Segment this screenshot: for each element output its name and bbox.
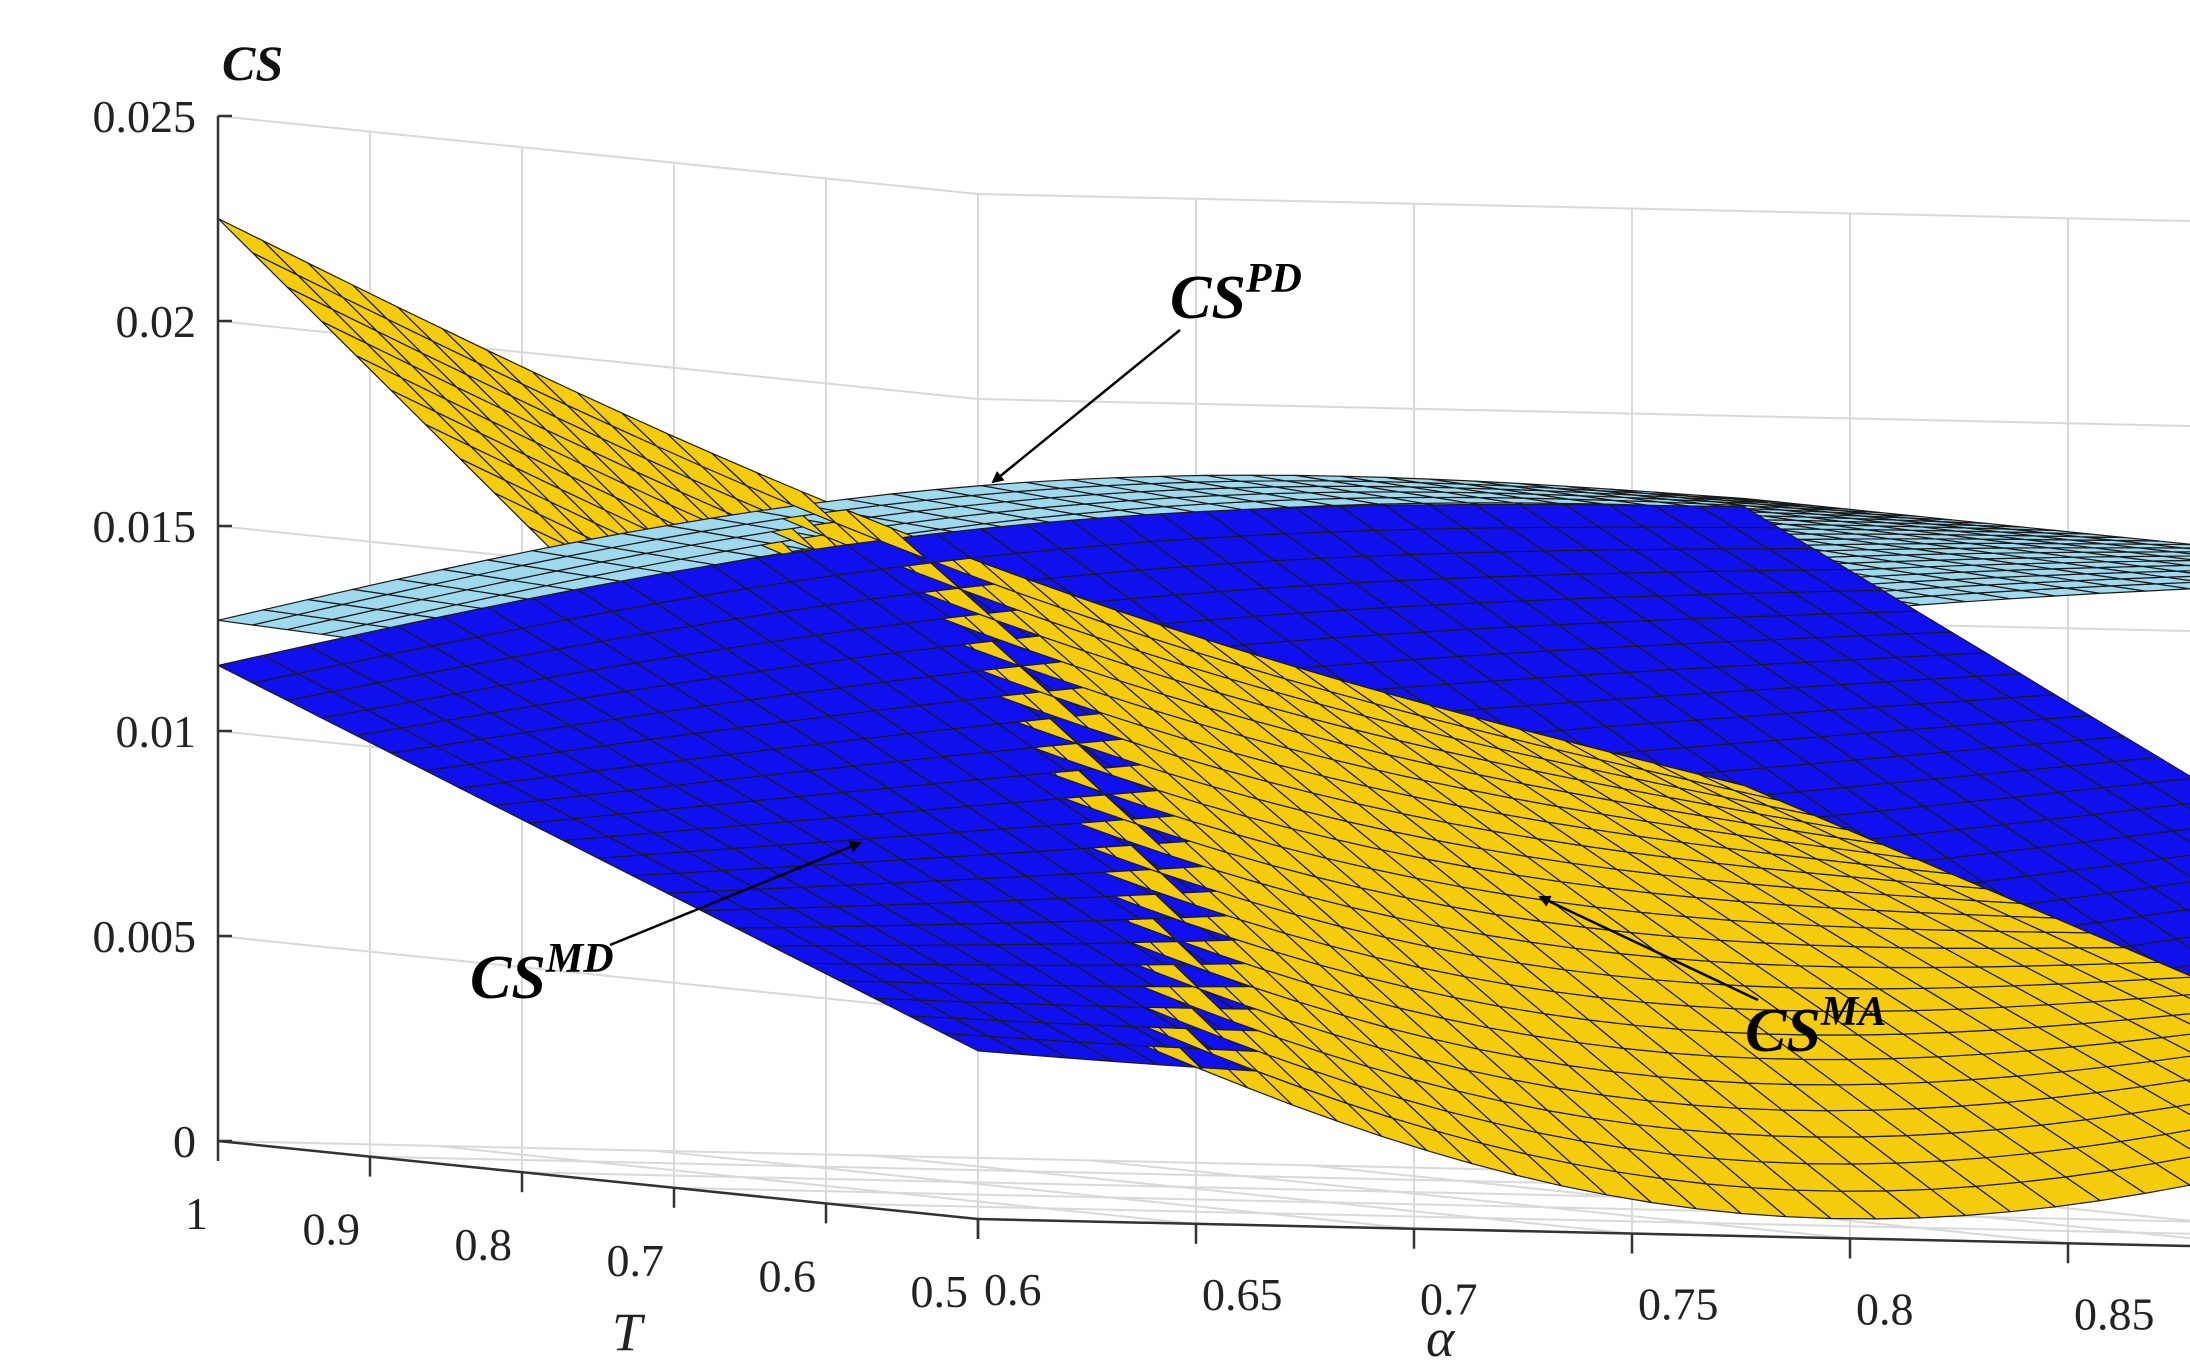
y-tick-label-4: 0.8 <box>1856 1283 1914 1334</box>
grid-line-floor-a-2 <box>653 1149 1415 1230</box>
y-tick-label-2: 0.7 <box>1420 1274 1478 1325</box>
x-tick-label-3: 0.7 <box>607 1235 665 1286</box>
x-tick-label-0: 1 <box>185 1188 208 1239</box>
grid-line-back-z-5 <box>977 193 2190 223</box>
grid-line-left-z-5 <box>217 115 979 195</box>
y-tick-label-0: 0.6 <box>984 1264 1042 1315</box>
axes <box>216 116 2190 1248</box>
surface-cell-ma-0-0 <box>217 217 298 276</box>
z-axis-label: CS <box>222 35 283 91</box>
series-label-base: CS <box>1745 997 1821 1065</box>
y-axis-label: α <box>1426 1308 1456 1367</box>
tick-labels: 0 0.005 0.01 0.015 0.02 0.025 1 0.9 0.8 0.7 0.6 0.5… <box>93 91 2155 1339</box>
y-tick-label-5: 0.85 <box>2074 1288 2155 1339</box>
grid-line-floor-a-3 <box>871 1154 1633 1235</box>
callout-arrow-ma <box>1538 895 1759 1002</box>
z-tick-label-5: 0.025 <box>93 91 197 142</box>
series-label-ma: CSMA <box>1745 989 1886 1065</box>
grid-line-floor-a-4 <box>1089 1159 1851 1240</box>
z-tick-label-4: 0.02 <box>116 296 197 347</box>
series-label-md: CSMD <box>470 936 614 1012</box>
y-axis-line <box>977 1217 2190 1248</box>
surfaces <box>217 217 2190 1220</box>
z-tick-label-2: 0.01 <box>116 706 197 757</box>
grid-line-back-z-4 <box>977 398 2190 428</box>
x-tick-label-5: 0.5 <box>911 1266 969 1317</box>
z-tick-label-3: 0.015 <box>93 501 197 552</box>
series-label-sup: PD <box>1245 256 1302 302</box>
grid-line-left-z-4 <box>217 320 979 400</box>
z-tick-label-1: 0.005 <box>93 911 197 962</box>
x-axis-label: T <box>612 1302 646 1362</box>
series-label-base: CS <box>470 944 546 1012</box>
surface-cell-md-0-0 <box>217 654 298 684</box>
grid-line-floor-T-4 <box>825 1202 2190 1235</box>
grid-line-floor-a-1 <box>435 1144 1197 1225</box>
y-tick-label-1: 0.65 <box>1202 1269 1283 1320</box>
callout-arrow-pd <box>991 329 1181 484</box>
series-label-sup: MA <box>1820 989 1886 1035</box>
x-tick-label-2: 0.8 <box>455 1219 513 1270</box>
x-tick-label-4: 0.6 <box>759 1250 817 1301</box>
series-label-base: CS <box>1170 264 1246 332</box>
x-axis-line <box>217 1139 979 1221</box>
series-label-sup: MD <box>545 936 614 982</box>
callout-arrow-md <box>609 841 862 947</box>
series-label-pd: CSPD <box>1170 256 1302 332</box>
grid-line-left-z-1 <box>217 935 979 1015</box>
grid-line-floor-T-0 <box>217 1140 1745 1176</box>
y-tick-label-3: 0.75 <box>1638 1279 1719 1330</box>
x-tick-label-1: 0.9 <box>303 1204 361 1255</box>
surface-cell-pd-0-0 <box>217 609 298 626</box>
z-tick-label-0: 0 <box>173 1116 196 1167</box>
